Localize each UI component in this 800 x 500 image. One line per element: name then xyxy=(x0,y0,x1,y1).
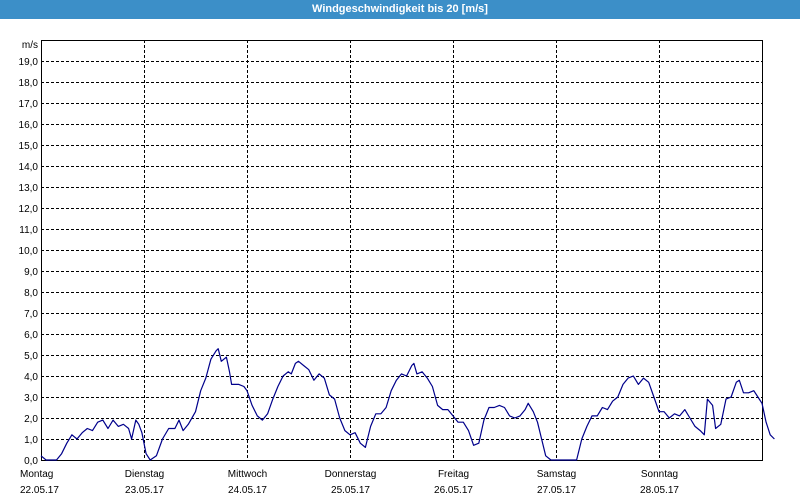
x-tick-date: 25.05.17 xyxy=(331,485,370,496)
y-tick-label: 12,0 xyxy=(19,204,39,215)
y-tick-label: 6,0 xyxy=(24,330,38,341)
plot-area xyxy=(41,40,763,461)
y-tick-label: 11,0 xyxy=(19,225,38,236)
y-tick-label: 10,0 xyxy=(19,246,39,257)
x-tick-day: Dienstag xyxy=(125,469,164,480)
grid-lines xyxy=(41,40,762,460)
y-tick-label: 4,0 xyxy=(24,372,38,383)
x-tick-date: 23.05.17 xyxy=(125,485,164,496)
y-tick-label: 16,0 xyxy=(19,120,39,131)
y-tick-label: 0,0 xyxy=(24,456,38,467)
y-tick-label: 5,0 xyxy=(24,351,38,362)
x-tick-date: 28.05.17 xyxy=(640,485,679,496)
y-axis-label: m/s xyxy=(22,40,38,51)
y-tick-label: 8,0 xyxy=(24,288,38,299)
y-axis-ticks: 0,0 1,0 2,0 3,0 4,0 5,0 6,0 7,0 8,0 9,0 10,0 11,0 12… xyxy=(19,57,39,467)
x-tick-day: Donnerstag xyxy=(325,469,377,480)
x-tick-day: Freitag xyxy=(438,469,469,480)
x-tick-day: Mittwoch xyxy=(228,469,267,480)
x-tick-day: Samstag xyxy=(537,469,576,480)
y-tick-label: 15,0 xyxy=(19,141,39,152)
series-group xyxy=(40,348,775,461)
x-tick-date: 22.05.17 xyxy=(20,485,59,496)
x-axis-ticks: Montag 22.05.17 Dienstag 23.05.17 Mittwoch 24… xyxy=(20,469,679,496)
x-tick-date: 27.05.17 xyxy=(537,485,576,496)
y-tick-label: 18,0 xyxy=(19,78,39,89)
x-tick-date: 26.05.17 xyxy=(434,485,473,496)
y-tick-label: 9,0 xyxy=(24,267,38,278)
x-tick-date: 24.05.17 xyxy=(228,485,267,496)
y-tick-label: 14,0 xyxy=(19,162,39,173)
y-tick-label: 17,0 xyxy=(19,99,39,110)
series-line xyxy=(40,348,775,461)
chart-title: Windgeschwindigkeit bis 20 [m/s] xyxy=(0,0,800,19)
y-tick-label: 3,0 xyxy=(24,393,38,404)
x-tick-day: Sonntag xyxy=(641,469,678,480)
x-tick-day: Montag xyxy=(20,469,53,480)
y-tick-label: 13,0 xyxy=(19,183,39,194)
y-tick-label: 1,0 xyxy=(24,435,38,446)
y-tick-label: 7,0 xyxy=(24,309,38,320)
y-tick-label: 19,0 xyxy=(19,57,39,68)
y-tick-label: 2,0 xyxy=(24,414,38,425)
